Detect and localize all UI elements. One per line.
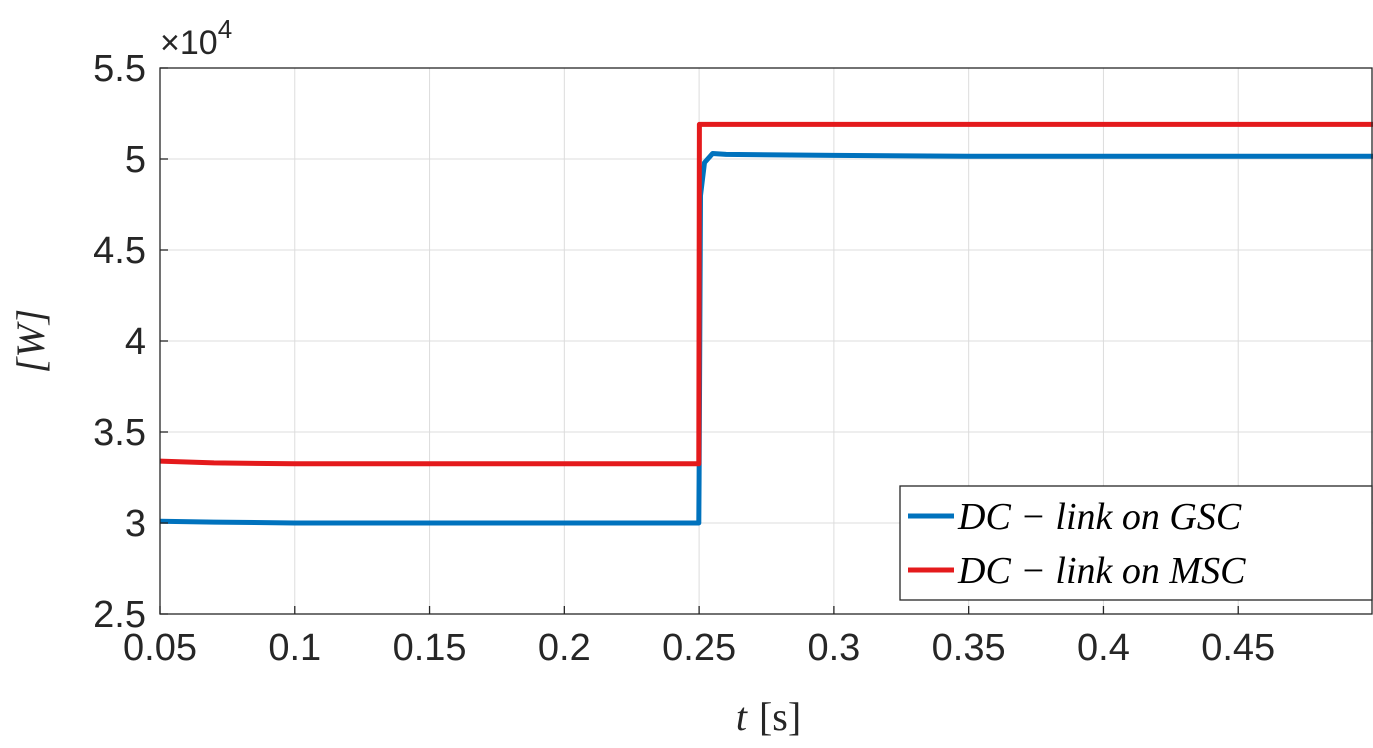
tick-labels: 0.05 0.1 0.15 0.2 0.25 0.3 0.35 0.4 0.45 2.5 3 3.5 4… <box>93 48 1275 669</box>
y-exponent-base: ×10 <box>160 24 218 62</box>
x-axis-variable: t <box>736 694 748 739</box>
y-axis-label: [W] <box>8 309 53 373</box>
series-line-1 <box>159 121 1373 467</box>
x-tick-label: 0.45 <box>1201 627 1275 669</box>
legend-label-msc: DC − link on MSC <box>957 550 1246 592</box>
series-line-0 <box>159 151 1373 526</box>
y-tick-label: 5 <box>125 139 146 181</box>
x-tick-label: 0.3 <box>807 627 860 669</box>
y-tick-label: 3 <box>125 503 146 545</box>
x-tick-label: 0.2 <box>538 627 591 669</box>
legend: DC − link on GSC DC − link on MSC <box>899 485 1373 601</box>
x-tick-label: 0.35 <box>932 627 1006 669</box>
series-group <box>159 121 1373 526</box>
x-tick-label: 0.4 <box>1077 627 1130 669</box>
y-tick-label: 5.5 <box>93 48 146 90</box>
legend-box <box>899 485 1373 601</box>
y-exponent-power: 4 <box>218 14 232 44</box>
x-axis-label: t [s] <box>736 694 801 739</box>
x-tick-label: 0.25 <box>662 627 736 669</box>
y-tick-label: 2.5 <box>93 594 146 636</box>
y-tick-label: 4.5 <box>93 230 146 272</box>
x-tick-label: 0.1 <box>268 627 321 669</box>
x-axis-unit: [s] <box>759 694 801 739</box>
y-tick-label: 3.5 <box>93 412 146 454</box>
x-tick-label: 0.05 <box>123 627 197 669</box>
x-tick-label: 0.15 <box>393 627 467 669</box>
y-axis-exponent: ×104 <box>160 14 232 62</box>
y-tick-label: 4 <box>125 321 146 363</box>
legend-label-gsc: DC − link on GSC <box>957 496 1242 538</box>
